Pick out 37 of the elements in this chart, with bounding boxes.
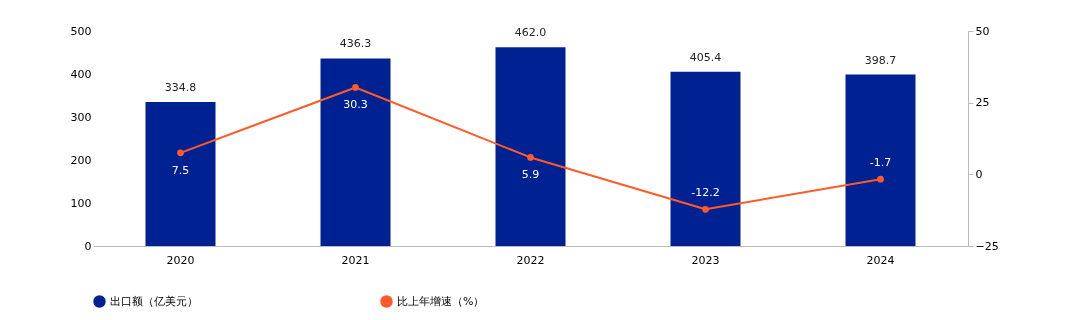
y-tick-label: 100	[70, 196, 92, 210]
y-tick-label: 300	[70, 110, 92, 124]
data-label: 5.9	[521, 168, 540, 182]
data-label: -12.2	[691, 186, 720, 200]
data-label: 398.7	[864, 53, 897, 67]
bar	[670, 71, 741, 246]
y2-tick-label: 25	[975, 96, 990, 110]
point	[177, 149, 184, 157]
y-tick-label: 0	[84, 239, 92, 253]
point	[702, 205, 709, 213]
point	[877, 175, 884, 183]
x-tick-label: 2022	[516, 253, 545, 267]
y-tick-label: 400	[70, 67, 92, 81]
y2-tick-label: 50	[975, 24, 990, 38]
data-label: 462.0	[514, 26, 547, 40]
y-tick-label: 500	[70, 24, 92, 38]
data-label: 30.3	[343, 98, 368, 112]
point	[527, 154, 534, 161]
x-tick-label: 2020	[166, 253, 195, 267]
data-label: 405.4	[689, 50, 722, 64]
point	[352, 84, 359, 91]
bar	[145, 102, 216, 246]
legend-label: 出口额（亿美元）	[110, 294, 198, 308]
y2-tick-label: −25	[975, 239, 999, 253]
y2-tick-label: 0	[975, 167, 983, 181]
x-tick-label: 2021	[341, 253, 370, 267]
data-label: -1.7	[869, 156, 892, 170]
x-tick-label: 2023	[691, 253, 720, 267]
bar	[495, 47, 566, 246]
data-label: 436.3	[339, 37, 372, 51]
bar	[320, 58, 391, 246]
bar	[845, 74, 916, 246]
y-tick-label: 200	[70, 153, 92, 167]
data-label: 334.8	[164, 81, 197, 95]
x-tick-label: 2024	[866, 253, 895, 267]
legend-label: 比上年增速（%）	[397, 294, 485, 308]
data-label: 7.5	[171, 163, 190, 177]
